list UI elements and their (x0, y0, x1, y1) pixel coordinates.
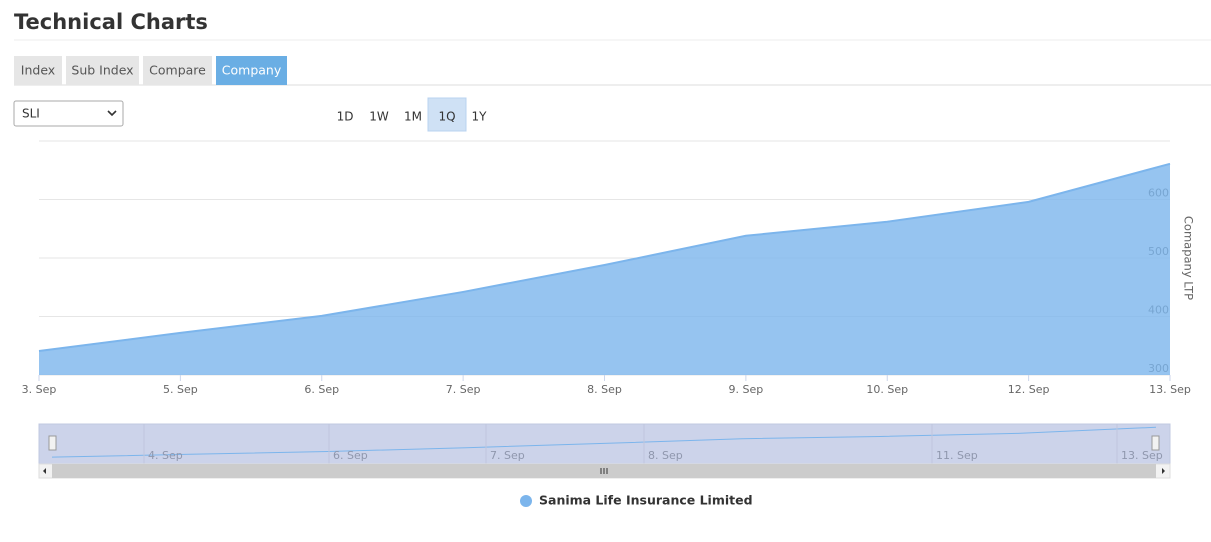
tab[interactable] (143, 56, 212, 85)
range-button[interactable]: 1Q (438, 110, 455, 124)
legend-label[interactable]: Sanima Life Insurance Limited (539, 493, 753, 508)
range-button[interactable]: 1W (369, 110, 389, 124)
tab[interactable] (14, 56, 62, 85)
range-button[interactable]: 1M (404, 110, 422, 124)
x-tick-label: 3. Sep (22, 383, 57, 396)
tab-label: Index (21, 63, 55, 78)
range-button[interactable]: 1D (337, 110, 354, 124)
navigator-label: 13. Sep (1121, 449, 1163, 462)
tab[interactable] (66, 56, 139, 85)
navigator-label: 11. Sep (936, 449, 978, 462)
x-tick-label: 7. Sep (446, 383, 481, 396)
tab-label: Compare (149, 63, 206, 78)
select-box[interactable] (13, 100, 124, 127)
x-tick-label: 5. Sep (163, 383, 198, 396)
select-arrow (107, 110, 117, 117)
navigator-label: 7. Sep (490, 449, 525, 462)
x-tick-label: 8. Sep (587, 383, 622, 396)
tab-label: Company (222, 63, 282, 78)
x-tick-label: 6. Sep (304, 383, 339, 396)
scrollbar-grip (600, 468, 608, 474)
x-tick-label: 12. Sep (1008, 383, 1050, 396)
area (39, 163, 1170, 375)
navigator-window (38, 423, 1171, 465)
x-tick-label: 13. Sep (1149, 383, 1191, 396)
tab-label: Sub Index (71, 63, 133, 78)
range-button-active[interactable] (427, 97, 467, 132)
select-value: SLI (22, 107, 40, 121)
y-axis-title: Comapany LTP (1182, 216, 1196, 300)
scroll-right[interactable] (1162, 468, 1165, 474)
navigator-handle[interactable] (48, 435, 57, 451)
legend-marker (520, 495, 532, 507)
navigator-label: 8. Sep (648, 449, 683, 462)
area-line (38, 162, 1171, 353)
navigator-label: 6. Sep (333, 449, 368, 462)
x-tick-label: 9. Sep (729, 383, 764, 396)
x-tick-label: 10. Sep (866, 383, 908, 396)
navigator-handle[interactable] (1151, 435, 1160, 451)
scroll-left[interactable] (43, 468, 46, 474)
navigator-label: 4. Sep (148, 449, 183, 462)
range-button[interactable]: 1Y (472, 110, 488, 124)
page-title: Technical Charts (14, 10, 208, 34)
tab[interactable] (216, 56, 287, 85)
navigator-line (51, 426, 1157, 458)
